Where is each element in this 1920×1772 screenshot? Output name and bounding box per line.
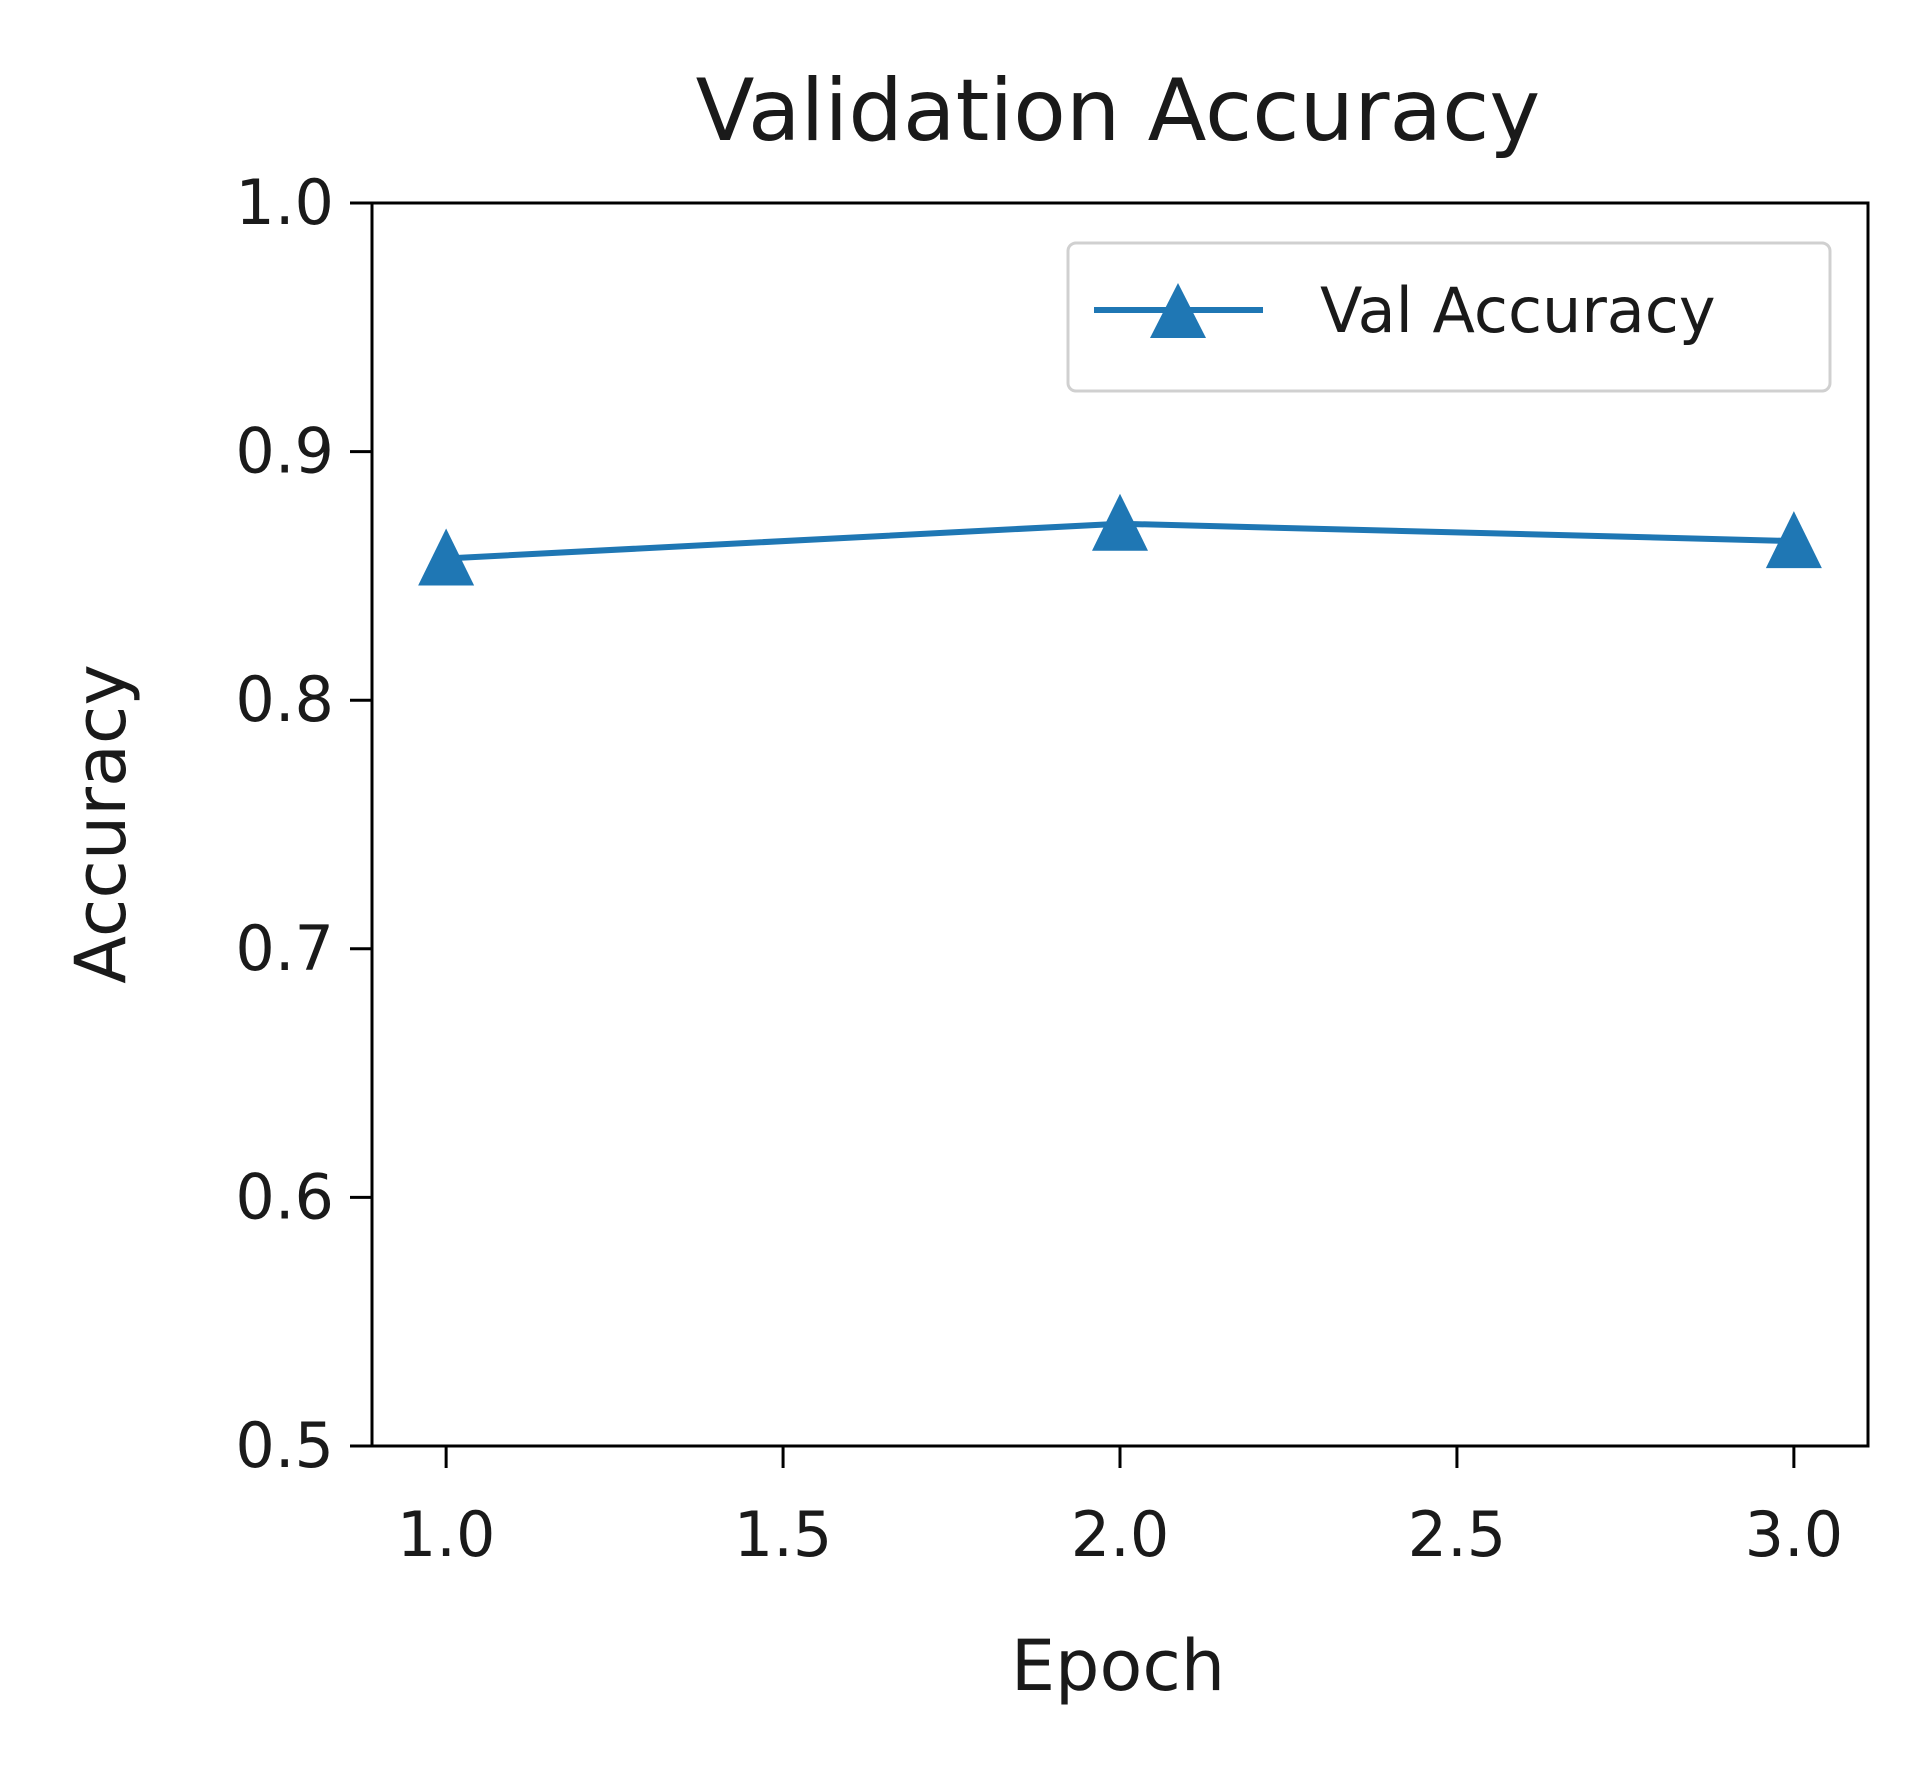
y-tick-label: 0.7 (235, 912, 334, 985)
y-axis: 0.5 0.6 0.7 0.8 0.9 1.0 (235, 166, 372, 1482)
x-tick-label: 1.5 (734, 1498, 833, 1571)
x-tick-label: 3.0 (1745, 1498, 1844, 1571)
y-tick-label: 0.6 (235, 1160, 334, 1233)
x-tick-label: 2.5 (1408, 1498, 1507, 1571)
legend-triangle-marker-icon (1150, 283, 1206, 338)
legend: Val Accuracy (1066, 241, 1832, 393)
legend-label: Val Accuracy (1320, 274, 1716, 347)
y-tick-label: 0.8 (235, 663, 334, 736)
y-tick-label: 0.5 (235, 1409, 334, 1482)
data-point-triangle-icon (418, 528, 475, 586)
plot-area (418, 493, 1822, 586)
y-axis-label: Accuracy (60, 664, 142, 984)
x-tick-label: 2.0 (1071, 1498, 1170, 1571)
data-point-triangle-icon (1765, 511, 1822, 569)
data-point-triangle-icon (1092, 493, 1148, 551)
chart-title: Validation Accuracy (696, 61, 1541, 161)
x-tick-label: 1.0 (397, 1498, 496, 1571)
x-axis-label: Epoch (1011, 1625, 1225, 1707)
legend-box (1066, 241, 1832, 393)
x-axis: 1.0 1.5 2.0 2.5 3.0 (397, 1446, 1843, 1571)
y-tick-label: 1.0 (235, 166, 334, 239)
y-tick-label: 0.9 (235, 415, 334, 488)
